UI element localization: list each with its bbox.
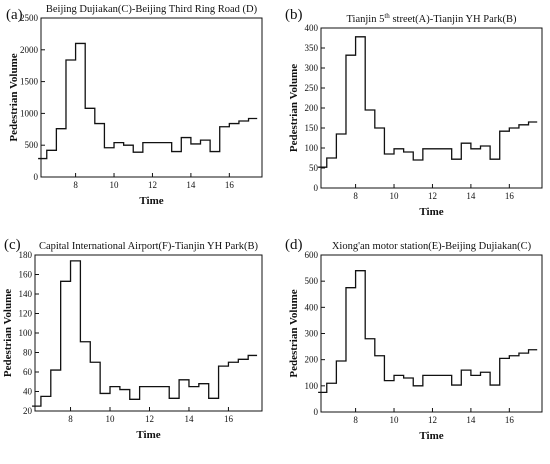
plot-frame (320, 254, 543, 413)
y-tick-label: 180 (19, 250, 33, 260)
y-tick-label: 60 (23, 367, 33, 377)
x-tick-label: 12 (428, 191, 437, 201)
y-axis-title: Pedestrian Volume (2, 289, 14, 377)
y-tick-label: 200 (305, 103, 319, 113)
y-tick-label: 40 (23, 387, 33, 397)
y-tick-label: 100 (19, 328, 33, 338)
x-tick-label: 8 (73, 180, 78, 190)
series-step-line (32, 260, 258, 407)
y-tick-label: 600 (305, 250, 319, 260)
x-tick-label: 12 (428, 415, 437, 425)
y-tick-label: 500 (25, 140, 39, 150)
y-axis-title: Pedestrian Volume (288, 64, 300, 152)
series-step-line (318, 270, 538, 394)
x-axis-title: Time (139, 195, 163, 207)
x-tick-label: 10 (106, 414, 116, 424)
x-tick-label: 12 (145, 414, 154, 424)
x-tick-label: 14 (184, 414, 194, 424)
y-tick-label: 160 (19, 270, 33, 280)
x-axis-title: Time (136, 429, 160, 441)
chart-title: Beijing Dujiakan(C)-Beijing Third Ring R… (46, 4, 258, 15)
x-tick-label: 14 (466, 415, 476, 425)
x-tick-label: 16 (225, 180, 235, 190)
y-tick-label: 350 (305, 43, 319, 53)
y-tick-label: 20 (23, 406, 33, 416)
chart-panel-1: (b) Tianjin 5th street(A)-Tianjin YH Park… (285, 7, 543, 218)
x-tick-label: 16 (224, 414, 234, 424)
y-tick-label: 80 (23, 348, 33, 358)
panel-label: (b) (285, 7, 303, 23)
panel-label: (d) (285, 237, 303, 253)
chart-panel-2: (c) Capital International Airport(F)-Tian… (2, 237, 263, 441)
y-tick-label: 50 (309, 163, 319, 173)
plot-frame (34, 254, 263, 412)
x-tick-label: 14 (186, 180, 196, 190)
y-tick-label: 300 (305, 329, 319, 339)
y-tick-label: 2500 (20, 13, 39, 23)
y-tick-label: 1500 (20, 77, 39, 87)
panel-label: (a) (6, 7, 23, 23)
y-tick-label: 250 (305, 83, 319, 93)
plot-frame (320, 27, 543, 189)
x-tick-label: 10 (390, 191, 400, 201)
y-tick-label: 400 (305, 302, 319, 312)
y-tick-label: 140 (19, 289, 33, 299)
y-tick-label: 150 (305, 123, 319, 133)
x-tick-label: 8 (353, 415, 358, 425)
y-tick-label: 400 (305, 23, 319, 33)
chart-title: Capital International Airport(F)-Tianjin… (39, 241, 259, 252)
x-tick-label: 12 (148, 180, 157, 190)
x-tick-label: 10 (110, 180, 120, 190)
x-tick-label: 16 (505, 415, 515, 425)
y-tick-label: 2000 (20, 45, 39, 55)
chart-panel-3: (d) Xiong'an motor station(E)-Beijing Duj… (285, 237, 543, 442)
y-tick-label: 1000 (20, 108, 39, 118)
y-tick-label: 0 (314, 407, 319, 417)
y-tick-label: 100 (305, 381, 319, 391)
x-tick-label: 8 (353, 191, 358, 201)
y-tick-label: 0 (34, 172, 39, 182)
x-tick-label: 10 (390, 415, 400, 425)
y-tick-label: 500 (305, 276, 319, 286)
y-axis-title: Pedestrian Volume (288, 289, 300, 377)
x-tick-label: 16 (505, 191, 515, 201)
y-tick-label: 300 (305, 63, 319, 73)
y-axis-title: Pedestrian Volume (8, 53, 20, 141)
y-tick-label: 100 (305, 143, 319, 153)
panel-label: (c) (4, 237, 21, 253)
x-tick-label: 8 (68, 414, 73, 424)
x-axis-title: Time (419, 430, 443, 442)
series-step-line (318, 36, 538, 168)
chart-title: Xiong'an motor station(E)-Beijing Dujiak… (332, 241, 532, 252)
x-tick-label: 14 (466, 191, 476, 201)
y-tick-label: 200 (305, 355, 319, 365)
chart-panel-0: (a) Beijing Dujiakan(C)-Beijing Third Rin… (6, 4, 263, 207)
y-tick-label: 120 (19, 309, 33, 319)
chart-title: Tianjin 5th street(A)-Tianjin YH Park(B) (347, 12, 517, 25)
y-tick-label: 0 (314, 183, 319, 193)
series-step-line (38, 42, 258, 160)
plot-frame (40, 17, 263, 178)
x-axis-title: Time (419, 206, 443, 218)
